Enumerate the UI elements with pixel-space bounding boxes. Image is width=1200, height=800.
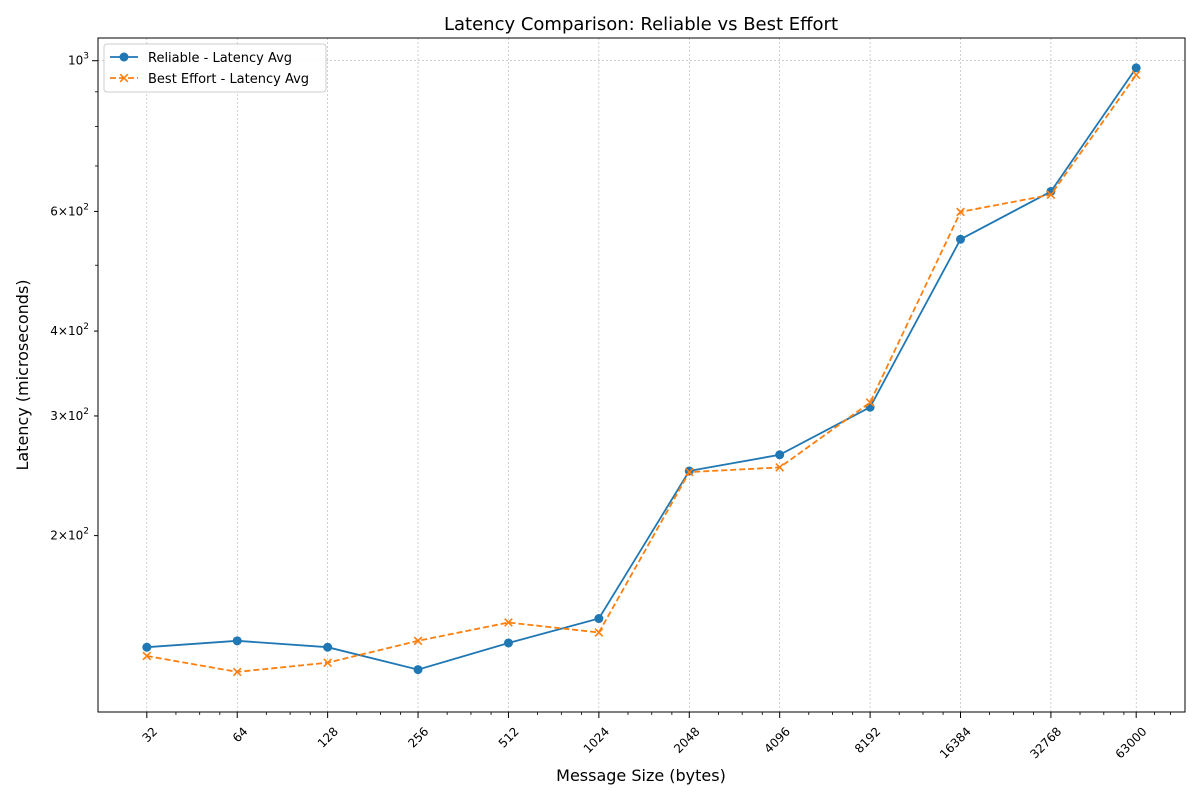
- data-point-x-stroke: [323, 658, 333, 668]
- y-tick-exponent: 3: [83, 52, 89, 62]
- data-point-circle: [503, 638, 513, 648]
- legend-marker-circle: [119, 52, 129, 62]
- legend-label: Reliable - Latency Avg: [148, 51, 292, 66]
- legend-entry: Best Effort - Latency Avg: [110, 72, 309, 87]
- series-line-1: [146, 67, 1137, 671]
- data-point-circle: [142, 642, 152, 652]
- y-tick-exponent: 2: [83, 322, 89, 332]
- data-point-x: [323, 658, 333, 668]
- x-axis-title: Message Size (bytes): [556, 766, 726, 785]
- y-tick-label: 4×102: [50, 322, 89, 338]
- y-tick-exponent: 2: [83, 202, 89, 212]
- data-point-circle: [1131, 63, 1141, 73]
- data-point-x-stroke: [1131, 70, 1141, 80]
- data-point-circle: [684, 466, 694, 476]
- data-point-x-stroke: [504, 618, 513, 627]
- chart-title: Latency Comparison: Reliable vs Best Eff…: [444, 14, 838, 35]
- data-point-x: [1131, 70, 1141, 80]
- data-point-x-stroke: [775, 463, 785, 472]
- y-tick-exponent: 2: [83, 407, 89, 417]
- data-point-x: [1046, 190, 1056, 200]
- data-point-x: [232, 667, 242, 677]
- data-point-x-stroke: [594, 628, 604, 637]
- y-tick-label: 2×102: [50, 527, 89, 543]
- data-point-circle: [594, 614, 604, 624]
- legend-frame: [103, 43, 327, 93]
- data-point-x: [413, 636, 423, 646]
- legend-marker-x: [119, 73, 129, 83]
- data-point-x: [865, 398, 875, 407]
- data-point-circle: [775, 450, 785, 460]
- data-point-x-stroke: [413, 636, 423, 646]
- y-tick-label: 6×102: [50, 202, 89, 218]
- data-point-x: [684, 467, 694, 477]
- data-point-x-stroke: [956, 207, 965, 217]
- data-point-circle: [413, 665, 423, 675]
- data-point-x-stroke: [142, 651, 152, 661]
- data-point-x-stroke: [1046, 190, 1056, 200]
- data-point-x: [504, 618, 513, 627]
- y-axis-title: Latency (microseconds): [13, 279, 32, 470]
- data-point-circle: [1046, 186, 1056, 196]
- data-point-x-stroke: [865, 398, 875, 407]
- data-point-x: [775, 463, 785, 472]
- data-point-circle: [956, 234, 966, 244]
- data-point-x: [142, 651, 152, 661]
- data-point-circle: [323, 642, 333, 652]
- data-point-x-stroke: [232, 667, 242, 677]
- legend-label: Best Effort - Latency Avg: [148, 72, 309, 87]
- y-tick-exponent: 2: [83, 527, 89, 537]
- data-point-x-stroke: [684, 467, 694, 477]
- legend: Reliable - Latency Avg Best Effort - Late…: [103, 43, 327, 93]
- y-tick-label: 3×102: [50, 407, 89, 423]
- data-point-x: [594, 628, 604, 637]
- data-point-x: [956, 207, 965, 217]
- series-line-2: [146, 74, 1137, 673]
- plot-area-frame: [97, 37, 1186, 713]
- legend-entry: Reliable - Latency Avg: [110, 51, 292, 66]
- data-point-circle: [232, 636, 242, 646]
